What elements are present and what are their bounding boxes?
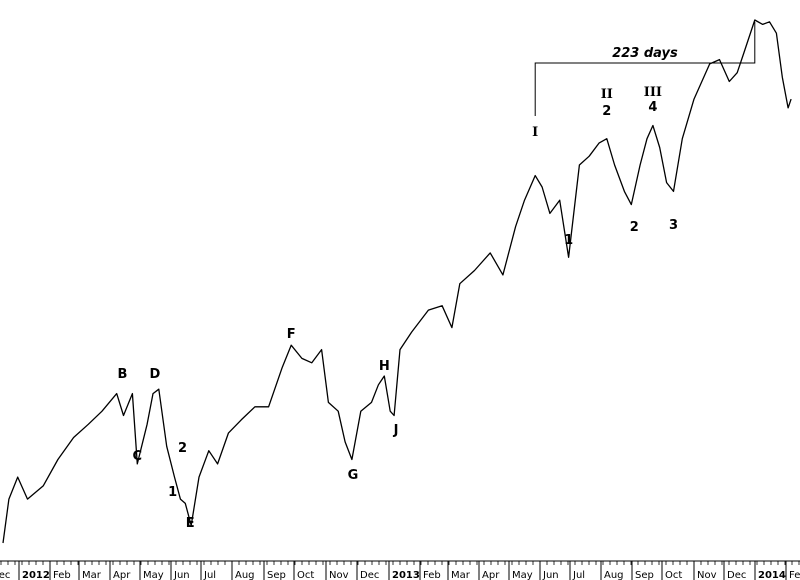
x-tick-label: Feb bbox=[789, 570, 800, 580]
wave-label: 3 bbox=[669, 218, 678, 233]
x-axis: Dec2012FebMarAprMayJunJulAugSepOctNovDec… bbox=[0, 560, 800, 580]
x-tick-label: Dec bbox=[0, 570, 10, 580]
x-tick-label: May bbox=[512, 570, 533, 580]
x-tick-label: Apr bbox=[482, 570, 500, 580]
x-tick-label: Mar bbox=[451, 570, 471, 580]
x-tick-label: Feb bbox=[53, 570, 71, 580]
x-tick-label: Nov bbox=[697, 570, 717, 580]
wave-label: II bbox=[601, 87, 613, 102]
x-tick-label: Dec bbox=[360, 570, 379, 580]
x-tick-label: Apr bbox=[113, 570, 131, 580]
x-tick-label: Mar bbox=[82, 570, 102, 580]
wave-label: 1 bbox=[168, 485, 177, 500]
wave-label: B bbox=[118, 367, 128, 382]
wave-label: 4 bbox=[648, 100, 657, 115]
span-label: 223 days bbox=[612, 46, 678, 61]
x-tick-label: Feb bbox=[423, 570, 441, 580]
span-bracket bbox=[534, 22, 756, 116]
x-tick-label: Jul bbox=[203, 570, 216, 580]
span-annotation: 223 days bbox=[534, 22, 756, 116]
x-tick-label: Aug bbox=[235, 570, 255, 580]
price-series-line bbox=[2, 19, 792, 544]
x-tick-label: 2014 bbox=[758, 570, 786, 580]
x-tick-label: 2012 bbox=[22, 570, 50, 580]
wave-label: I bbox=[532, 125, 538, 140]
wave-label: E bbox=[186, 516, 195, 531]
x-tick-label: May bbox=[143, 570, 164, 580]
wave-label: 1 bbox=[564, 233, 573, 248]
x-tick-label: Nov bbox=[329, 570, 349, 580]
x-tick-label: Sep bbox=[267, 570, 286, 580]
x-tick-label: Aug bbox=[604, 570, 624, 580]
wave-label: F bbox=[287, 327, 296, 342]
x-tick-label: Jun bbox=[542, 570, 559, 580]
x-tick-label: Oct bbox=[297, 570, 314, 580]
wave-label: C bbox=[133, 449, 143, 464]
x-tick-label: Dec bbox=[727, 570, 746, 580]
x-tick-label: Jul bbox=[572, 570, 585, 580]
wave-label: 2 bbox=[178, 441, 187, 456]
x-tick-label: Jun bbox=[173, 570, 190, 580]
wave-label: H bbox=[379, 359, 390, 374]
x-tick-label: 2013 bbox=[392, 570, 420, 580]
wave-label: III bbox=[644, 85, 662, 100]
x-tick-label: Sep bbox=[635, 570, 654, 580]
x-tick-label: Oct bbox=[665, 570, 682, 580]
wave-label: G bbox=[348, 468, 359, 483]
wave-label: J bbox=[393, 423, 399, 438]
wave-label: 2 bbox=[630, 220, 639, 235]
wave-label: D bbox=[150, 367, 161, 382]
wave-label: 2 bbox=[602, 104, 611, 119]
